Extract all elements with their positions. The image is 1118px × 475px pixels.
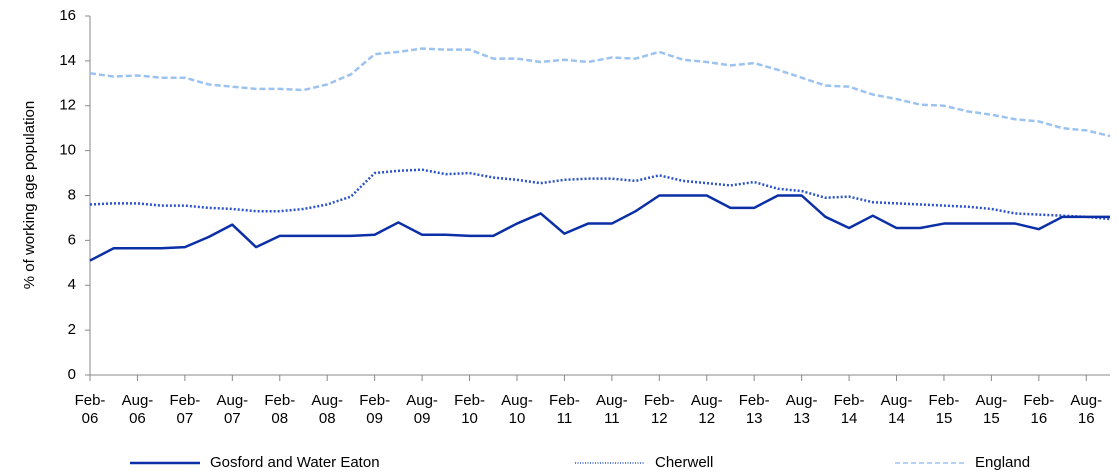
x-tick-label: Aug-14 xyxy=(881,392,913,427)
y-tick-label: 10 xyxy=(59,142,76,159)
y-tick-label: 8 xyxy=(68,186,76,203)
x-tick-label: Feb-12 xyxy=(644,392,675,427)
x-tick-label: Aug-08 xyxy=(311,392,343,427)
x-tick-label: Feb-11 xyxy=(549,392,580,427)
x-tick-label: Feb-13 xyxy=(739,392,770,427)
x-tick-label: Aug-16 xyxy=(1070,392,1102,427)
x-tick-label: Aug-07 xyxy=(216,392,248,427)
x-tick-label: Aug-15 xyxy=(976,392,1008,427)
y-tick-label: 4 xyxy=(68,276,76,293)
x-tick-label: Feb-14 xyxy=(834,392,865,427)
x-tick-label: Feb-10 xyxy=(454,392,485,427)
y-tick-label: 0 xyxy=(68,366,76,383)
x-tick-label: Aug-06 xyxy=(122,392,154,427)
x-tick-label: Aug-11 xyxy=(596,392,628,427)
x-tick-label: Feb-16 xyxy=(1023,392,1054,427)
x-tick-label: Feb-06 xyxy=(75,392,106,427)
x-tick-label: Aug-10 xyxy=(501,392,533,427)
y-tick-label: 16 xyxy=(59,7,76,24)
x-tick-label: Aug-13 xyxy=(786,392,818,427)
x-tick-label: Feb-07 xyxy=(169,392,200,427)
series-line xyxy=(89,47,1111,138)
legend-label: England xyxy=(975,454,1030,471)
series-line xyxy=(89,168,1111,221)
y-axis-label: % of working age population xyxy=(21,101,38,289)
legend-label: Gosford and Water Eaton xyxy=(210,454,380,471)
x-tick-label: Aug-12 xyxy=(691,392,723,427)
y-tick-label: 14 xyxy=(59,52,76,69)
legend-label: Cherwell xyxy=(655,454,713,471)
y-tick-label: 12 xyxy=(59,97,76,114)
x-tick-label: Aug-09 xyxy=(406,392,438,427)
y-tick-label: 2 xyxy=(68,321,76,338)
x-tick-label: Feb-15 xyxy=(929,392,960,427)
series-line xyxy=(89,194,1110,262)
x-tick-label: Feb-09 xyxy=(359,392,390,427)
x-tick-label: Feb-08 xyxy=(264,392,295,427)
y-tick-label: 6 xyxy=(68,231,76,248)
